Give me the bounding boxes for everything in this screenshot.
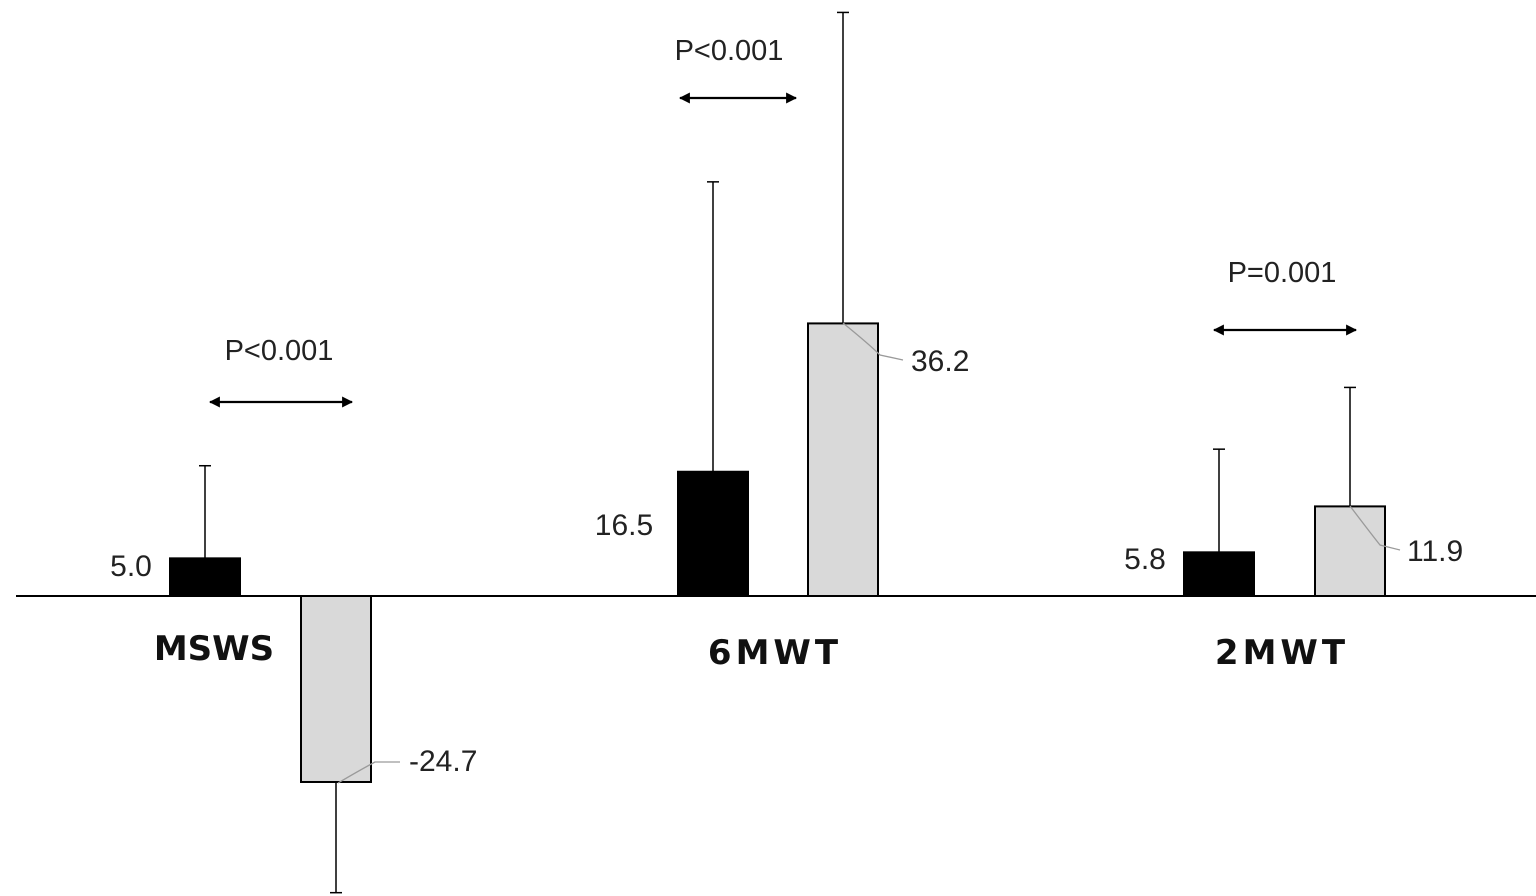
leader-line-series2-2mwt (1349, 505, 1401, 551)
category-label-2mwt: 2MWT (1215, 633, 1349, 673)
value-label-series2-2mwt: 11.9 (1407, 535, 1463, 568)
bar-series1-msws (169, 557, 241, 597)
value-label-series2-msws: -24.7 (409, 745, 477, 778)
bar-series1-2mwt (1183, 551, 1255, 597)
p-value-label-msws: P<0.001 (225, 335, 334, 367)
bar-series2-msws (300, 595, 372, 783)
category-label-6mwt: 6MWT (708, 633, 842, 673)
p-value-label-6mwt: P<0.001 (675, 35, 784, 67)
leader-line-series2-msws (337, 761, 400, 784)
bar-series2-6mwt (807, 322, 879, 597)
value-label-series1-msws: 5.0 (110, 550, 152, 583)
value-label-series1-2mwt: 5.8 (1124, 543, 1166, 576)
leader-line-series2-6mwt (842, 322, 904, 361)
category-label-msws: MSWS (154, 629, 274, 669)
bar-series2-2mwt (1314, 505, 1386, 598)
value-label-series2-6mwt: 36.2 (911, 345, 969, 378)
p-value-label-2mwt: P=0.001 (1228, 257, 1337, 289)
value-label-series1-6mwt: 16.5 (595, 509, 653, 542)
bar-series1-6mwt (677, 470, 749, 598)
